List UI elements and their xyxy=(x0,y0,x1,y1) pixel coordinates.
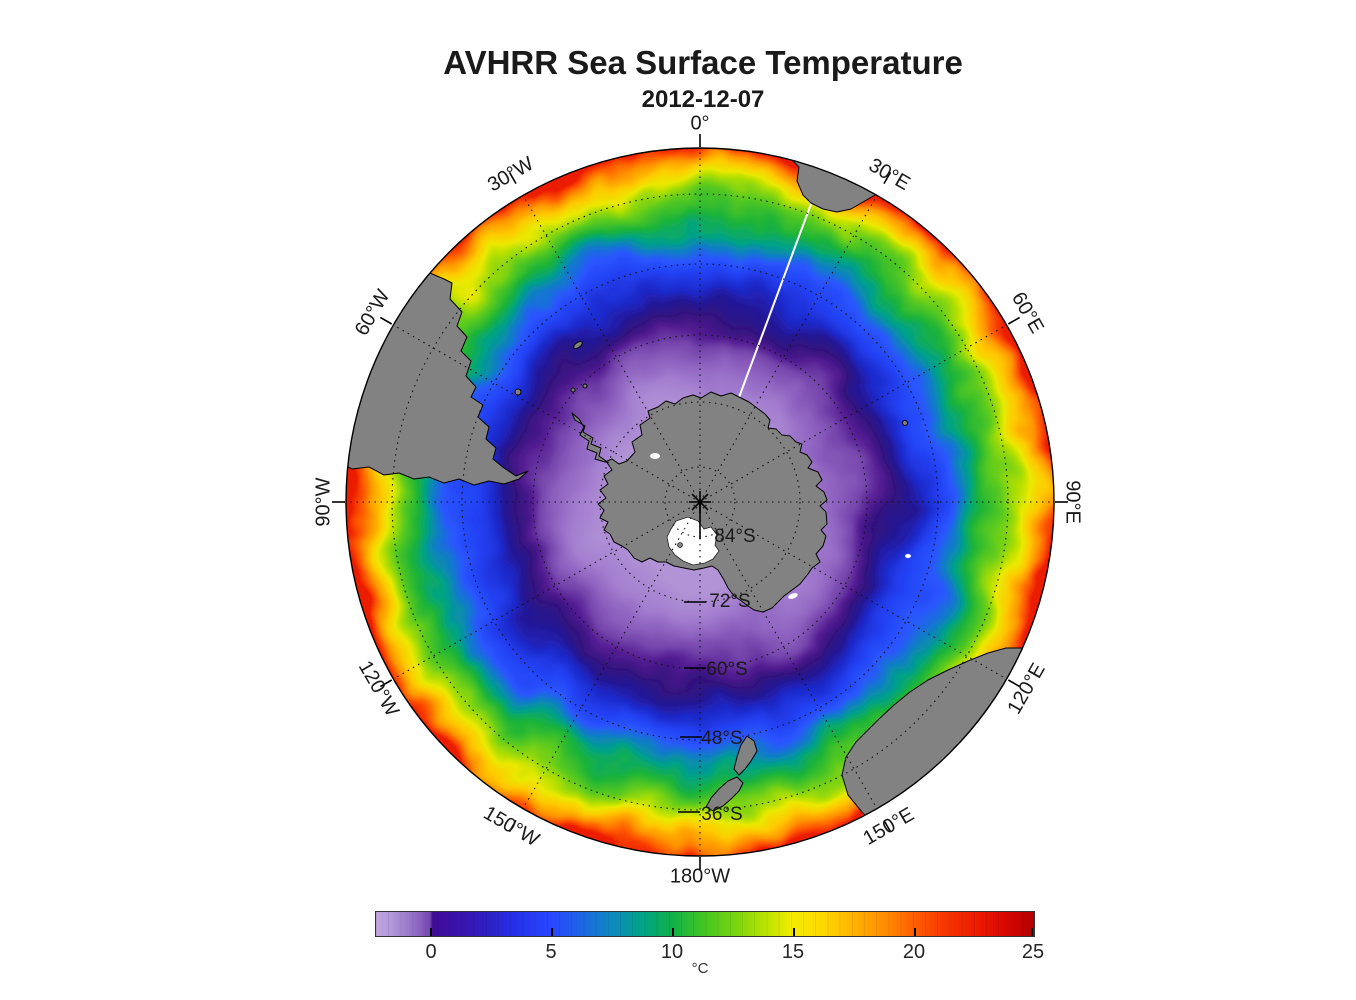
colorbar-unit-label: °C xyxy=(691,960,709,977)
land-new-zealand-south xyxy=(705,776,744,812)
island-small xyxy=(582,383,588,389)
map-outline-circle xyxy=(345,147,1055,857)
island-small xyxy=(902,420,908,426)
island-south-georgia xyxy=(573,340,583,350)
colorbar-tick-label-20: 20 xyxy=(902,941,926,963)
graticule xyxy=(346,148,1054,856)
colorbar-tick-label-10: 10 xyxy=(660,941,684,963)
colorbar-tick xyxy=(914,928,916,936)
plot-date: 2012-12-07 xyxy=(641,86,765,113)
colorbar-tick-label-15: 15 xyxy=(781,941,805,963)
parallel-label-36s: 36°S xyxy=(701,804,743,825)
island-small xyxy=(514,388,522,396)
colorbar-tick-label-25: 25 xyxy=(1021,941,1045,963)
pole-marker xyxy=(689,491,711,539)
ice-patch xyxy=(788,593,798,599)
ice-ross-shelf xyxy=(666,516,720,566)
colorbar xyxy=(375,911,1035,937)
parallel-label-60s: 60°S xyxy=(706,659,748,680)
colorbar-tick xyxy=(1031,928,1033,936)
land-new-zealand-north xyxy=(733,735,758,776)
meridian-label-90e: 90°E xyxy=(1061,480,1084,524)
parallel-label-72s: 72°S xyxy=(709,591,751,612)
colorbar-tick xyxy=(672,928,674,936)
island-small xyxy=(570,387,576,393)
ice-patch xyxy=(650,453,660,459)
meridian-label-90w: 90°W xyxy=(312,477,335,527)
colorbar-tick xyxy=(793,928,795,936)
parallel-label-48s: 48°S xyxy=(701,728,743,749)
colorbar-tick xyxy=(551,928,553,936)
ice-patch xyxy=(905,554,911,558)
colorbar-tick xyxy=(430,928,432,936)
meridian-label-0: 0° xyxy=(690,112,710,135)
meridian-ticks xyxy=(332,134,1068,870)
parallel-ticks xyxy=(678,601,706,813)
colorbar-tick-label-0: 0 xyxy=(425,941,437,963)
ice-shelves xyxy=(650,453,911,599)
parallel-label-84s: 84°S xyxy=(714,526,756,547)
ice-pond xyxy=(677,542,683,548)
plot-title: AVHRR Sea Surface Temperature xyxy=(443,44,963,81)
meridian-label-180w: 180°W xyxy=(669,865,731,888)
colorbar-tick-label-5: 5 xyxy=(545,941,557,963)
